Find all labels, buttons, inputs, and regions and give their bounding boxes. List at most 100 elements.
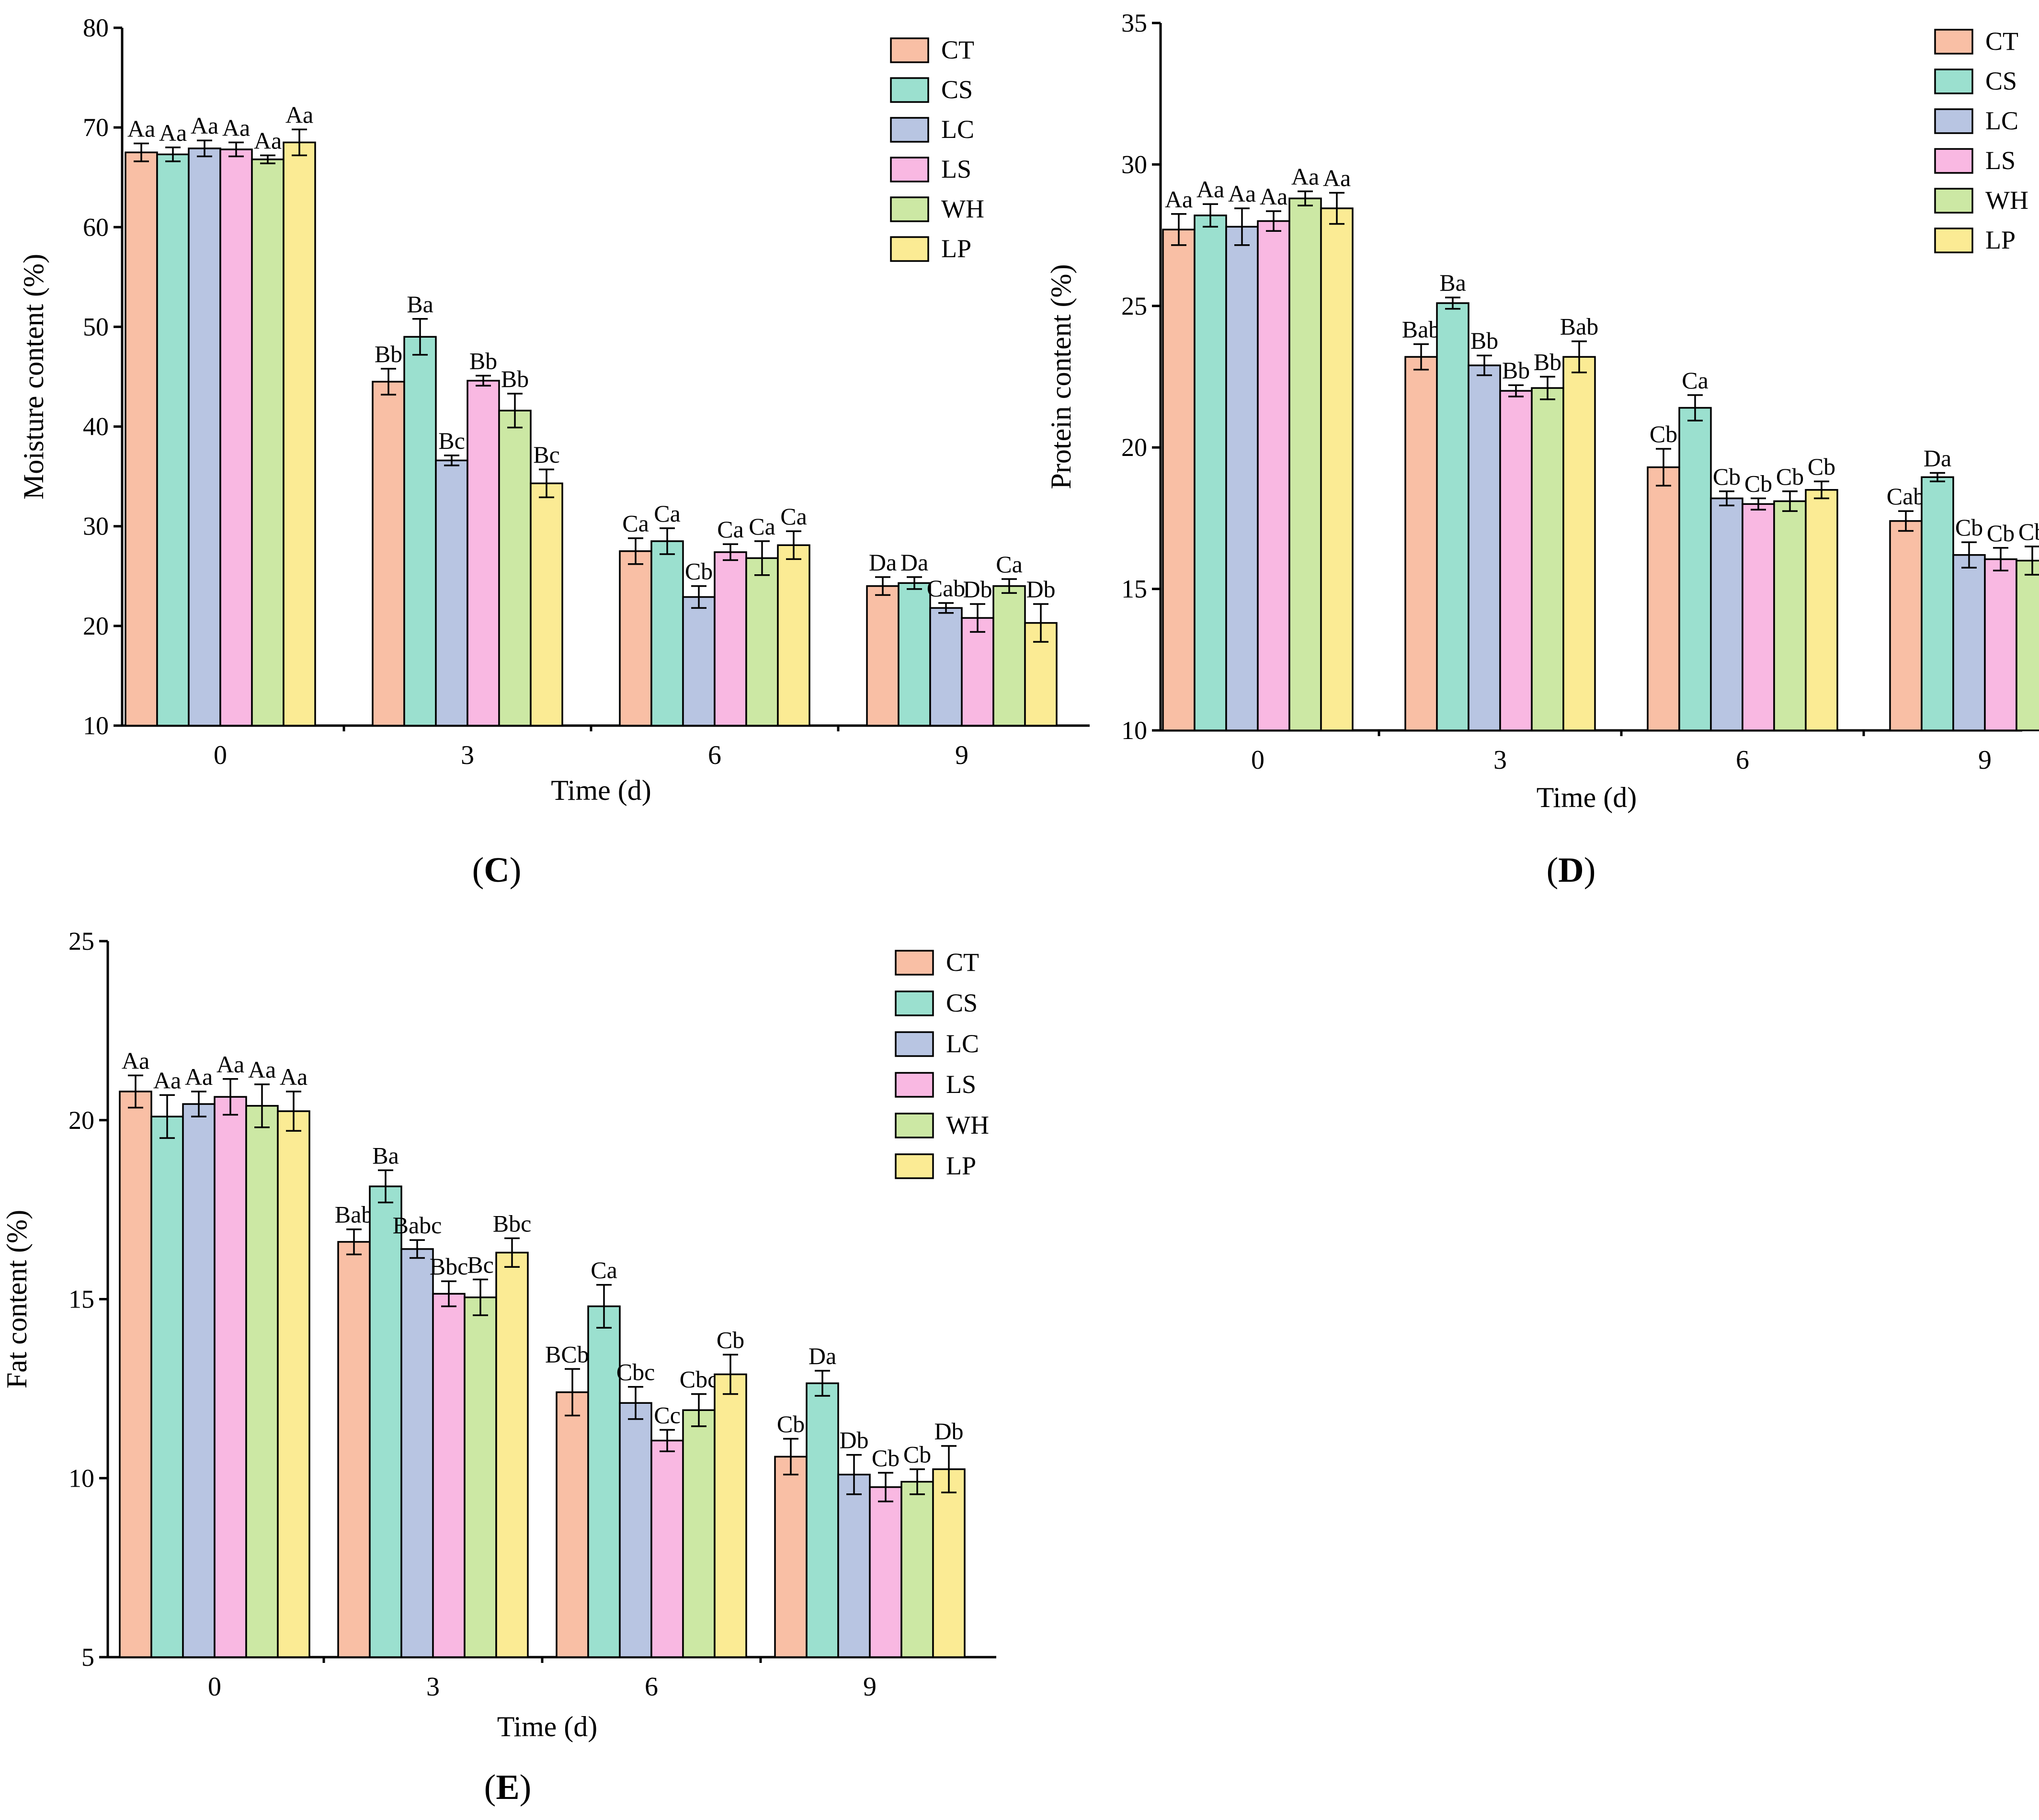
- legend-label-wh: WH: [941, 194, 984, 223]
- y-tick-label: 20: [68, 1106, 94, 1135]
- y-tick-label: 20: [1121, 433, 1147, 462]
- y-tick-label: 70: [83, 113, 109, 142]
- bar-cs-day-9: [1921, 476, 1954, 731]
- bar-ct-day-0: [1162, 228, 1196, 731]
- significance-label: Aa: [1260, 183, 1287, 210]
- significance-label: Cb: [1744, 470, 1772, 497]
- significance-label: Db: [934, 1418, 963, 1445]
- legend-swatch-cs: [890, 77, 929, 103]
- significance-label: Ca: [654, 500, 681, 527]
- bar-cs-day-6: [587, 1305, 621, 1658]
- y-axis-title: Moisture content (%): [18, 254, 49, 500]
- bar-lc-day-9: [837, 1474, 871, 1658]
- bar-ls-day-9: [1984, 558, 2017, 731]
- significance-label: Aa: [159, 119, 187, 146]
- significance-label: Cb: [1808, 453, 1835, 480]
- legend-swatch-ct: [1934, 29, 1973, 55]
- legend-swatch-ct: [895, 950, 934, 976]
- legend-label-cs: CS: [1985, 67, 2017, 95]
- significance-label: Db: [963, 576, 992, 603]
- bar-ct-day-6: [556, 1391, 589, 1658]
- bar-ct-day-3: [372, 381, 405, 727]
- legend-label-lc: LC: [1985, 106, 2018, 135]
- bar-ls-day-6: [650, 1440, 684, 1658]
- significance-label: Cab: [927, 575, 966, 602]
- x-tick-label: 6: [708, 740, 721, 770]
- significance-label: Cb: [872, 1445, 900, 1471]
- bar-ct-day-9: [866, 585, 900, 727]
- bar-lp-day-3: [495, 1251, 529, 1658]
- bar-lc-day-3: [1468, 364, 1501, 731]
- legend-label-cs: CS: [946, 989, 978, 1017]
- bar-lc-day-3: [435, 459, 468, 727]
- x-axis-title: Time (d): [1537, 782, 1637, 813]
- significance-label: Da: [900, 549, 928, 576]
- y-tick-label: 10: [68, 1464, 94, 1492]
- bar-lc-day-0: [1225, 226, 1259, 731]
- y-tick-label: 5: [81, 1643, 94, 1672]
- legend-swatch-lp: [1934, 228, 1973, 253]
- bar-wh-day-6: [1773, 500, 1807, 731]
- legend-label-ls: LS: [941, 155, 971, 183]
- significance-label: Babc: [393, 1212, 442, 1239]
- significance-label: Bb: [375, 341, 402, 367]
- significance-label: Aa: [280, 1063, 308, 1090]
- bar-lc-day-6: [619, 1402, 652, 1658]
- panel-label-e: E: [496, 1768, 520, 1807]
- bar-wh-day-6: [745, 557, 779, 727]
- bar-lp-day-0: [283, 141, 316, 727]
- significance-label: Ba: [407, 291, 433, 318]
- bar-lc-day-6: [682, 596, 716, 727]
- bar-wh-day-9: [2016, 559, 2039, 731]
- significance-label: Aa: [216, 1051, 244, 1078]
- bar-cs-day-3: [1436, 302, 1469, 731]
- bar-cs-day-6: [650, 540, 684, 727]
- legend-label-ct: CT: [941, 35, 974, 64]
- bar-lp-day-3: [530, 482, 563, 727]
- significance-label: Aa: [1291, 163, 1319, 190]
- bar-lc-day-9: [929, 607, 963, 727]
- bar-wh-day-0: [245, 1105, 279, 1658]
- bar-wh-day-0: [1288, 197, 1322, 731]
- bar-cs-day-9: [806, 1382, 839, 1658]
- significance-label: Cbc: [680, 1366, 718, 1393]
- y-tick-label: 30: [1121, 150, 1147, 179]
- legend-label-lp: LP: [1985, 226, 2016, 254]
- significance-label: Ca: [749, 513, 775, 540]
- bar-ct-day-3: [1404, 356, 1438, 731]
- legend-label-lc: LC: [946, 1029, 979, 1058]
- y-tick-label: 30: [83, 512, 109, 541]
- x-tick-label: 0: [208, 1672, 221, 1702]
- legend-swatch-lc: [890, 117, 929, 143]
- legend-swatch-ls: [890, 157, 929, 182]
- bar-ct-day-3: [337, 1241, 371, 1658]
- bar-wh-day-6: [682, 1409, 716, 1658]
- significance-label: Bb: [469, 347, 497, 374]
- legend-label-ct: CT: [1985, 27, 2018, 56]
- bar-lp-day-0: [1320, 207, 1354, 731]
- x-tick-label: 0: [214, 740, 227, 770]
- x-tick-label: 3: [1493, 745, 1507, 775]
- legend-swatch-ls: [895, 1072, 934, 1098]
- significance-label: Da: [1924, 444, 1951, 471]
- bar-cs-day-6: [1678, 407, 1712, 731]
- significance-label: Ca: [996, 551, 1023, 578]
- bar-lp-day-0: [277, 1110, 310, 1658]
- bar-ct-day-0: [119, 1091, 152, 1658]
- significance-label: Cb: [777, 1410, 805, 1437]
- y-tick-label: 10: [1121, 716, 1147, 745]
- significance-label: Aa: [1228, 180, 1256, 207]
- panel-caption-d: (D): [1546, 851, 1596, 890]
- significance-label: Bc: [533, 441, 560, 468]
- legend-label-wh: WH: [1985, 186, 2028, 215]
- x-tick-label: 9: [1978, 745, 1992, 775]
- significance-label: Bab: [1560, 313, 1599, 340]
- significance-label: Ba: [372, 1142, 399, 1169]
- significance-label: Bc: [438, 427, 465, 454]
- significance-label: Ca: [1682, 367, 1709, 394]
- significance-label: Ca: [717, 516, 744, 543]
- bar-ct-day-0: [125, 151, 158, 727]
- significance-label: Bbc: [493, 1210, 532, 1237]
